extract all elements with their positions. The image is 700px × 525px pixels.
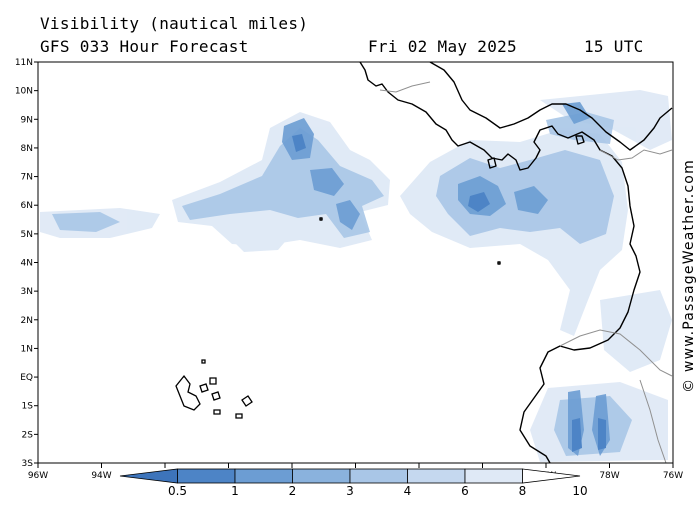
x-tick-label: 76W	[663, 471, 683, 481]
colorbar-swatch	[234, 468, 293, 484]
y-tick-label: 5N	[21, 230, 33, 240]
colorbar-label: 8	[519, 484, 527, 498]
colorbar-swatch	[349, 468, 408, 484]
watermark: © www.PassageWeather.com	[681, 159, 697, 393]
x-tick-label: 94W	[91, 471, 111, 481]
colorbar-swatch	[522, 468, 581, 484]
y-tick-label: 6N	[21, 201, 33, 211]
y-tick-label: 7N	[21, 173, 33, 183]
colorbar-label: 1	[231, 484, 239, 498]
colorbar-label: 0.5	[168, 484, 187, 498]
y-tick-label: 3S	[22, 459, 34, 469]
colorbar-swatch	[119, 468, 178, 484]
colorbar-label: 2	[289, 484, 297, 498]
country-borders	[379, 81, 673, 463]
forecast-label: GFS 033 Hour Forecast	[40, 37, 249, 56]
colorbar-swatch	[407, 468, 466, 484]
x-tick-label: 96W	[28, 471, 48, 481]
y-tick-label: 11N	[15, 58, 33, 68]
forecast-time: 15 UTC	[584, 37, 644, 56]
colorbar-label: 10	[572, 484, 587, 498]
y-tick-label: 1S	[22, 402, 34, 412]
y-tick-label: 4N	[21, 259, 33, 269]
colorbar-swatch	[464, 468, 523, 484]
colorbar-label: 3	[346, 484, 354, 498]
colorbar: 0.5 1 2 3 4 6 8 10	[119, 468, 588, 498]
y-tick-label: 10N	[15, 87, 33, 97]
galapagos-islands	[175, 359, 253, 419]
y-tick-label: 9N	[21, 115, 33, 125]
map-title: Visibility (nautical miles)	[40, 14, 309, 33]
latitude-axis: 11N 10N 9N 8N 7N 6N 5N 4N 3N 2N 1N EQ 1S 2S 3S	[15, 58, 38, 469]
y-tick-label: 2N	[21, 316, 33, 326]
y-tick-label: 3N	[21, 287, 33, 297]
y-tick-label: 8N	[21, 144, 33, 154]
y-tick-label: 2S	[22, 430, 34, 440]
visibility-field	[40, 90, 672, 462]
colorbar-label: 4	[404, 484, 412, 498]
colorbar-swatch	[292, 468, 351, 484]
colorbar-swatch	[177, 468, 236, 484]
y-tick-label: 1N	[21, 344, 33, 354]
forecast-date: Fri 02 May 2025	[368, 37, 517, 56]
colorbar-label: 6	[461, 484, 469, 498]
x-tick-label: 78W	[599, 471, 619, 481]
y-tick-label: EQ	[20, 373, 33, 383]
